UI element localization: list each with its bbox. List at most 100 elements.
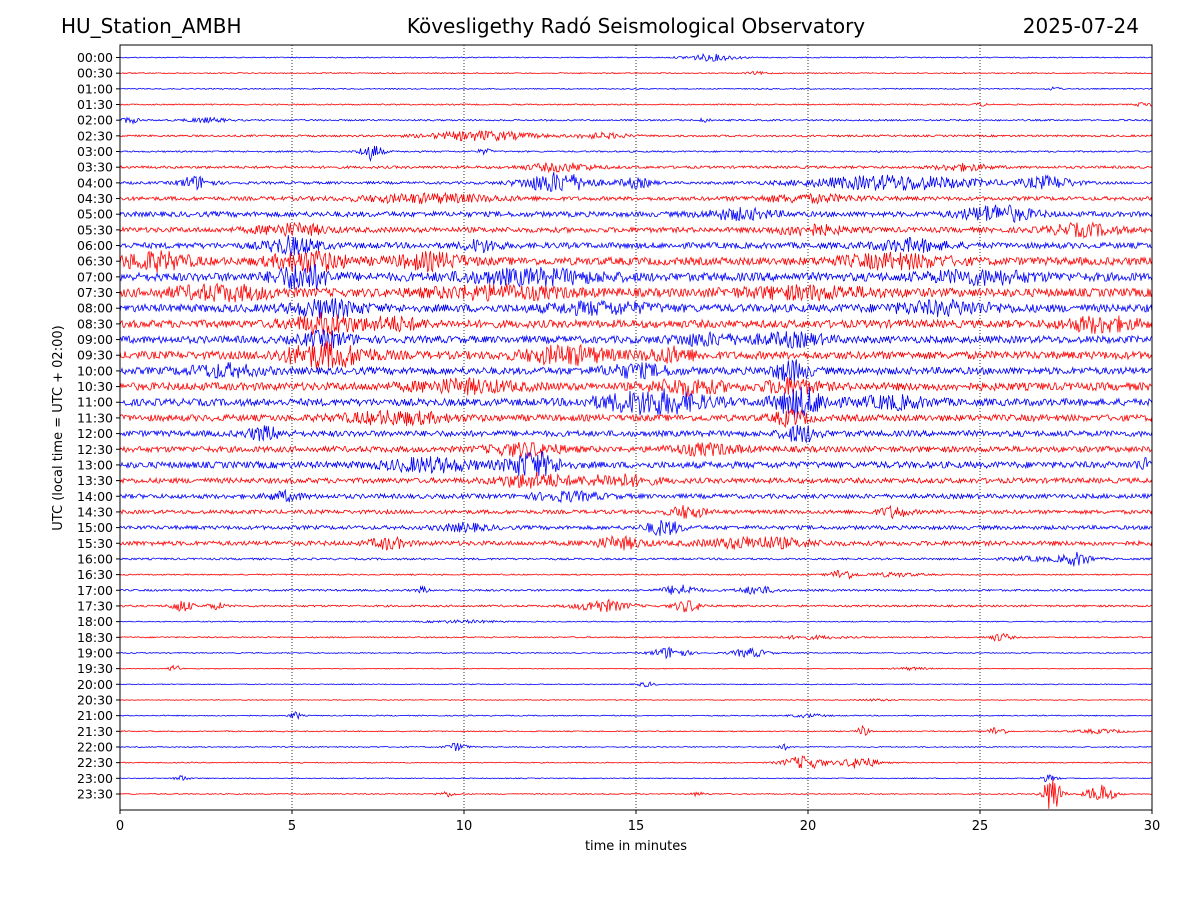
y-tick-label: 18:30 [77,630,113,645]
trace-line [120,70,1152,76]
trace-line [120,441,1152,458]
y-axis: 00:0000:3001:0001:3002:0002:3003:0003:30… [77,50,120,801]
y-tick-label: 09:00 [77,332,113,347]
y-tick-label: 17:30 [77,598,113,613]
y-tick-label: 13:00 [77,457,113,472]
y-tick-label: 08:00 [77,301,113,316]
trace-line [120,698,1152,702]
y-tick-label: 06:00 [77,238,113,253]
y-tick-label: 03:00 [77,144,113,159]
y-tick-label: 10:30 [77,379,113,394]
y-tick-label: 11:30 [77,410,113,425]
trace-line [120,424,1152,444]
y-tick-label: 01:30 [77,97,113,112]
station-name: HU_Station_AMBH [61,14,242,38]
y-tick-label: 01:00 [77,81,113,96]
trace-line [120,646,1152,660]
y-tick-label: 23:30 [77,786,113,801]
vertical-gridlines [291,45,981,810]
y-tick-label: 02:30 [77,128,113,143]
trace-line [120,779,1152,809]
y-tick-label: 03:30 [77,160,113,175]
y-tick-label: 14:00 [77,489,113,504]
trace-line [120,204,1152,224]
trace-line [120,504,1152,520]
y-tick-label: 19:30 [77,661,113,676]
trace-line [120,359,1152,383]
trace-line [120,664,1152,672]
y-tick-label: 02:00 [77,113,113,128]
y-tick-label: 06:30 [77,254,113,269]
x-tick-label: 30 [1144,819,1161,834]
y-tick-label: 04:30 [77,191,113,206]
y-tick-label: 21:00 [77,708,113,723]
y-tick-label: 15:30 [77,536,113,551]
trace-line [120,450,1152,477]
trace-line [120,632,1152,642]
y-tick-label: 08:30 [77,316,113,331]
y-tick-label: 10:00 [77,363,113,378]
trace-line [120,101,1152,108]
trace-line [120,145,1152,162]
y-tick-label: 18:00 [77,614,113,629]
trace-line [120,191,1152,205]
trace-line [120,328,1152,350]
trace-group [120,52,1152,809]
trace-line [120,408,1152,429]
trace-line [120,129,1152,142]
trace-line [120,551,1152,567]
x-axis-label: time in minutes [585,839,687,854]
trace-line [120,724,1152,736]
y-tick-label: 19:00 [77,645,113,660]
y-tick-label: 07:30 [77,285,113,300]
trace-line [120,235,1152,256]
y-tick-label: 22:00 [77,739,113,754]
y-tick-label: 14:30 [77,504,113,519]
y-tick-label: 16:30 [77,567,113,582]
trace-line [120,520,1152,536]
chart-date: 2025-07-24 [1022,14,1139,38]
trace-line [120,250,1152,274]
y-tick-label: 04:00 [77,175,113,190]
trace-line [120,471,1152,489]
y-tick-label: 12:00 [77,426,113,441]
trace-line [120,282,1152,303]
x-tick-label: 0 [116,819,124,834]
trace-line [120,598,1152,613]
y-tick-label: 16:00 [77,551,113,566]
trace-line [120,340,1152,370]
trace-line [120,681,1152,688]
trace-line [120,377,1152,398]
trace-line [120,742,1152,752]
trace-line [120,774,1152,782]
trace-line [120,221,1152,239]
x-tick-label: 5 [288,819,296,834]
trace-line [120,386,1152,419]
y-tick-label: 00:30 [77,66,113,81]
y-tick-label: 13:30 [77,473,113,488]
y-tick-label: 07:00 [77,269,113,284]
trace-line [120,534,1152,551]
y-tick-label: 00:00 [77,50,113,65]
y-tick-label: 17:00 [77,583,113,598]
trace-line [120,618,1152,625]
trace-line [120,116,1152,125]
x-tick-label: 25 [972,819,989,834]
x-tick-label: 15 [628,819,645,834]
y-tick-label: 20:00 [77,677,113,692]
y-tick-label: 12:30 [77,442,113,457]
trace-line [120,162,1152,174]
trace-line [120,263,1152,290]
x-axis: 0 5 10 15 20 25 30 [116,810,1160,834]
trace-line [120,86,1152,91]
trace-line [120,488,1152,504]
y-tick-label: 21:30 [77,724,113,739]
y-tick-label: 05:30 [77,222,113,237]
trace-line [120,298,1152,319]
chart-title: Kövesligethy Radó Seismological Observat… [406,14,866,38]
x-tick-label: 10 [456,819,473,834]
trace-line [120,570,1152,580]
y-tick-label: 09:30 [77,348,113,363]
trace-line [120,312,1152,336]
y-tick-label: 23:00 [77,771,113,786]
